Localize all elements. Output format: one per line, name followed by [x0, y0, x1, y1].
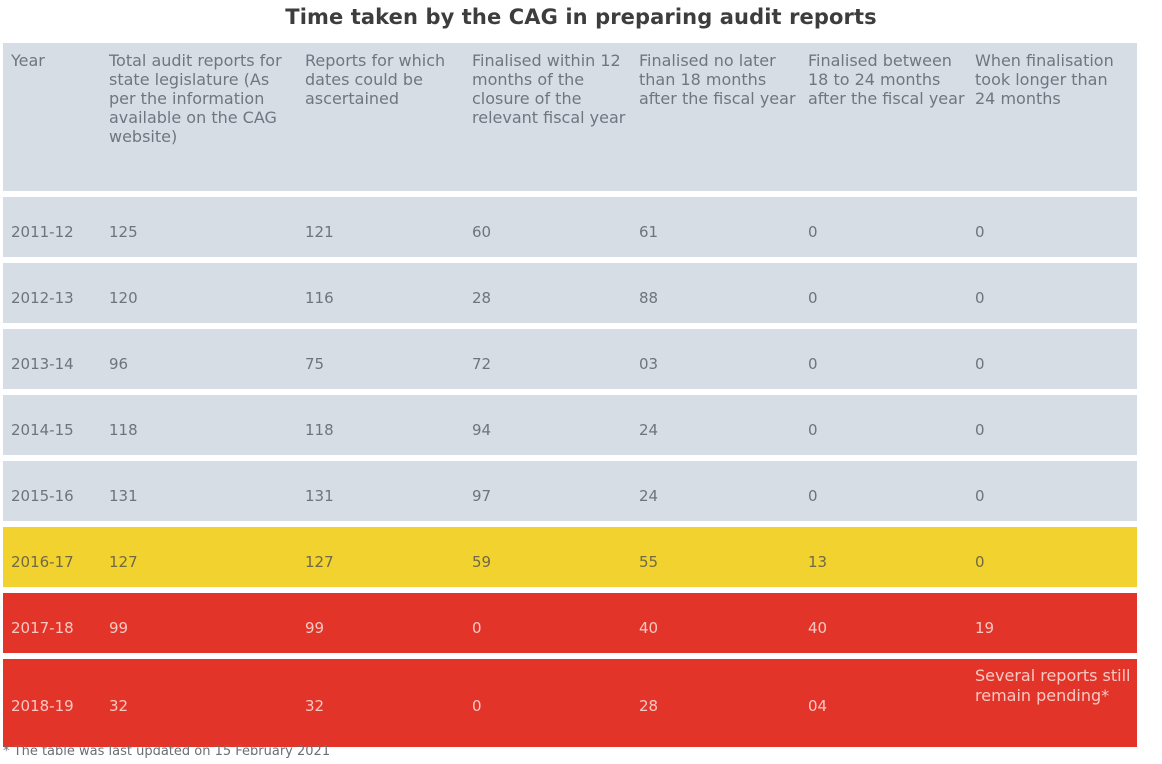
cell-over-24-months: 0 [975, 421, 985, 439]
cell-within-12-months: 59 [472, 553, 492, 571]
cell-within-12-months: 0 [472, 619, 482, 637]
cell-total-reports: 125 [109, 223, 138, 241]
cell-year: 2012-13 [11, 289, 74, 307]
cell-year: 2016-17 [11, 553, 74, 571]
cell-year: 2018-19 [11, 697, 74, 715]
cell-year: 2013-14 [11, 355, 74, 373]
cell-within-12-months: 0 [472, 697, 482, 715]
cell-dates-ascertained: 75 [305, 355, 325, 373]
cell-year: 2017-18 [11, 619, 74, 637]
table-row-highlighted-red: 2017-18 99 99 0 40 40 19 [3, 593, 1137, 653]
table-row: 2012-13 120 116 28 88 0 0 [3, 263, 1137, 323]
header-18-to-24-months: Finalised between 18 to 24 months after … [808, 51, 965, 108]
cell-dates-ascertained: 131 [305, 487, 334, 505]
cell-dates-ascertained: 118 [305, 421, 334, 439]
cell-within-18-months: 61 [639, 223, 659, 241]
table-row: 2015-16 131 131 97 24 0 0 [3, 461, 1137, 521]
cell-18-to-24-months: 0 [808, 223, 818, 241]
cell-over-24-months: Several reports still remain pending* [975, 666, 1131, 705]
table-row: 2013-14 96 75 72 03 0 0 [3, 329, 1137, 389]
table-row-highlighted-red: 2018-19 32 32 0 28 04 Several reports st… [3, 659, 1137, 747]
cell-within-18-months: 28 [639, 697, 659, 715]
header-within-12-months: Finalised within 12 months of the closur… [472, 51, 626, 127]
cell-within-12-months: 94 [472, 421, 492, 439]
cell-over-24-months: 0 [975, 553, 985, 571]
cell-dates-ascertained: 99 [305, 619, 325, 637]
cell-18-to-24-months: 04 [808, 697, 828, 715]
cell-within-12-months: 97 [472, 487, 492, 505]
cell-over-24-months: 0 [975, 289, 985, 307]
cell-total-reports: 118 [109, 421, 138, 439]
cell-total-reports: 32 [109, 697, 129, 715]
audit-reports-table: Year Total audit reports for state legis… [3, 43, 1137, 747]
cell-18-to-24-months: 40 [808, 619, 828, 637]
cell-dates-ascertained: 127 [305, 553, 334, 571]
cell-within-18-months: 55 [639, 553, 659, 571]
cell-within-12-months: 28 [472, 289, 492, 307]
table-row: 2011-12 125 121 60 61 0 0 [3, 197, 1137, 257]
cell-within-18-months: 24 [639, 421, 659, 439]
cell-year: 2015-16 [11, 487, 74, 505]
cell-18-to-24-months: 0 [808, 421, 818, 439]
table-row: 2014-15 118 118 94 24 0 0 [3, 395, 1137, 455]
cell-year: 2014-15 [11, 421, 74, 439]
cell-dates-ascertained: 116 [305, 289, 334, 307]
cell-18-to-24-months: 0 [808, 355, 818, 373]
cell-over-24-months: 19 [975, 619, 995, 637]
cell-dates-ascertained: 32 [305, 697, 325, 715]
cell-over-24-months: 0 [975, 355, 985, 373]
cell-over-24-months: 0 [975, 487, 985, 505]
footnote: * The table was last updated on 15 Febru… [3, 744, 331, 759]
header-total-reports: Total audit reports for state legislatur… [109, 51, 282, 146]
cell-18-to-24-months: 0 [808, 487, 818, 505]
cell-total-reports: 99 [109, 619, 129, 637]
table-title: Time taken by the CAG in preparing audit… [285, 5, 877, 29]
table-header-row: Year Total audit reports for state legis… [3, 43, 1137, 191]
cell-year: 2011-12 [11, 223, 74, 241]
cell-within-18-months: 24 [639, 487, 659, 505]
cell-within-12-months: 60 [472, 223, 492, 241]
cell-within-18-months: 40 [639, 619, 659, 637]
cell-dates-ascertained: 121 [305, 223, 334, 241]
table-row-highlighted-yellow: 2016-17 127 127 59 55 13 0 [3, 527, 1137, 587]
cell-within-18-months: 88 [639, 289, 659, 307]
header-dates-ascertained: Reports for which dates could be ascerta… [305, 51, 446, 108]
cell-total-reports: 131 [109, 487, 138, 505]
cell-within-12-months: 72 [472, 355, 492, 373]
cell-total-reports: 120 [109, 289, 138, 307]
cell-total-reports: 96 [109, 355, 129, 373]
cell-18-to-24-months: 0 [808, 289, 818, 307]
header-within-18-months: Finalised no later than 18 months after … [639, 51, 796, 108]
cell-over-24-months: 0 [975, 223, 985, 241]
cell-18-to-24-months: 13 [808, 553, 828, 571]
cell-total-reports: 127 [109, 553, 138, 571]
header-over-24-months: When finalisation took longer than 24 mo… [975, 51, 1114, 108]
cell-within-18-months: 03 [639, 355, 659, 373]
header-year: Year [11, 51, 45, 70]
